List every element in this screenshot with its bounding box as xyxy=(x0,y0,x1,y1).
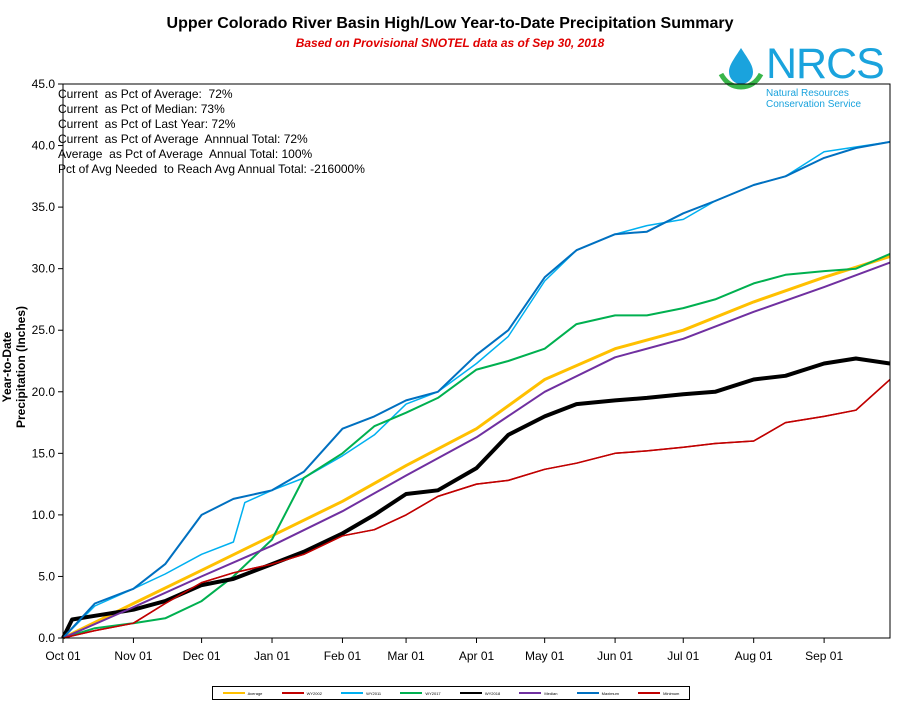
chart-title: Upper Colorado River Basin High/Low Year… xyxy=(166,15,734,32)
legend-swatch xyxy=(341,692,364,694)
legend-swatch xyxy=(400,692,423,694)
x-tick-label: Apr 01 xyxy=(459,649,495,663)
legend-item: Median xyxy=(519,691,557,696)
legend-label: Median xyxy=(544,690,558,696)
legend-swatch xyxy=(519,692,542,694)
logo-wordmark: NRCS xyxy=(766,40,885,88)
series-line-wy2017 xyxy=(62,252,891,639)
stat-line: Current as Pct of Last Year: 72% xyxy=(58,117,236,131)
legend-item: WY2002 xyxy=(281,690,322,696)
stat-line: Pct of Avg Needed to Reach Avg Annual To… xyxy=(58,162,365,176)
logo-line-1: Natural Resources xyxy=(766,88,849,99)
series-line-average xyxy=(62,254,891,640)
y-tick-label: 15.0 xyxy=(32,446,56,460)
x-tick-label: Jan 01 xyxy=(254,649,290,663)
y-tick-label: 30.0 xyxy=(32,262,56,276)
x-tick-label: Aug 01 xyxy=(735,649,773,663)
logo-line-2: Conservation Service xyxy=(766,99,862,110)
legend-label: WY2017 xyxy=(425,690,441,696)
chart-subtitle: Based on Provisional SNOTEL data as of S… xyxy=(295,36,605,50)
stat-line: Current as Pct of Median: 73% xyxy=(58,102,225,116)
y-tick-label: 40.0 xyxy=(32,139,56,153)
x-tick-label: May 01 xyxy=(525,649,565,663)
legend-swatch xyxy=(281,692,304,694)
y-tick-label: 20.0 xyxy=(32,385,56,399)
y-tick-label: 25.0 xyxy=(32,323,56,337)
nrcs-logo: NRCS Natural Resources Conservation Serv… xyxy=(716,40,885,115)
axes-layer: 0.0 5.0 10.0 15.0 20.0 25.0 30.0 35.0 40.0 45.0 Oc… xyxy=(32,77,891,663)
series-line-wy2018 xyxy=(61,356,891,639)
x-tick-label: Feb 01 xyxy=(324,649,362,663)
x-tick-label: Sep 01 xyxy=(805,649,843,663)
series-line-wy2011 xyxy=(62,141,891,639)
legend-swatch xyxy=(576,692,599,694)
legend-label: WY2018 xyxy=(484,690,501,696)
x-tick-label: Jun 01 xyxy=(597,649,633,663)
x-tick-label: Dec 01 xyxy=(183,649,221,663)
stat-line: Current as Pct of Average Annnual Total:… xyxy=(58,132,308,146)
legend-swatch xyxy=(459,692,482,694)
series-line-wy2002 xyxy=(62,378,891,639)
x-tick-label: Oct 01 xyxy=(45,649,81,663)
stat-line: Average as Pct of Average Annual Total: … xyxy=(58,147,313,161)
y-tick-label: 45.0 xyxy=(32,77,56,91)
legend-label: Minimum xyxy=(663,690,680,696)
x-tick-label: Nov 01 xyxy=(114,649,152,663)
stat-line: Current as Pct of Average: 72% xyxy=(58,87,233,101)
legend-item: Minimum xyxy=(638,691,679,696)
legend-label: Average xyxy=(247,690,263,696)
y-tick-label: 5.0 xyxy=(38,569,55,583)
series-line-minimum xyxy=(62,378,891,639)
legend-item: WY2018 xyxy=(459,690,501,696)
stats-block: Current as Pct of Average: 72% Current a… xyxy=(58,87,365,177)
y-tick-label: 10.0 xyxy=(32,508,56,522)
water-drop-icon xyxy=(718,48,764,90)
legend-item: WY2017 xyxy=(400,690,441,696)
legend-swatch xyxy=(638,692,661,694)
y-tick-label: 35.0 xyxy=(32,200,56,214)
legend-item: Maximum xyxy=(576,690,619,696)
logo-subtitle: Natural Resources Conservation Service xyxy=(766,88,861,110)
series-line-maximum xyxy=(62,140,891,639)
series-line-median xyxy=(62,261,891,639)
legend-label: WY2011 xyxy=(366,690,382,696)
y-tick-label: 0.0 xyxy=(38,631,55,645)
chart-legend: Average WY2002 WY2011 WY2017 WY2018 Median Max… xyxy=(212,686,690,700)
x-tick-label: Mar 01 xyxy=(387,649,425,663)
legend-item: Average xyxy=(222,690,263,696)
plot-frame xyxy=(62,83,891,639)
legend-label: Maximum xyxy=(601,690,619,696)
legend-label: WY2002 xyxy=(306,690,322,696)
legend-item: WY2011 xyxy=(341,691,381,696)
x-tick-label: Jul 01 xyxy=(667,649,699,663)
series-layer xyxy=(61,140,891,640)
legend-swatch xyxy=(222,692,245,694)
